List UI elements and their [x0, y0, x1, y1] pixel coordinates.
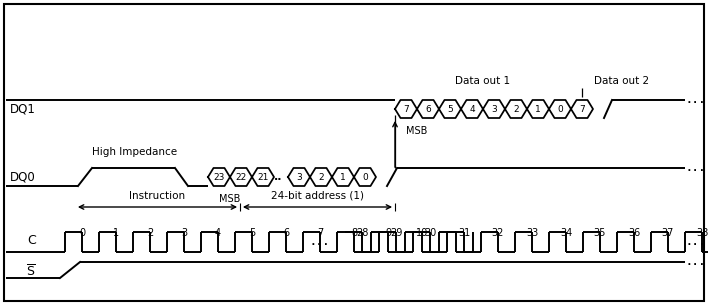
- Text: 0: 0: [79, 228, 85, 238]
- Text: 5: 5: [249, 228, 255, 238]
- Text: 2: 2: [513, 105, 519, 113]
- Text: 2: 2: [318, 173, 324, 181]
- Text: 33: 33: [526, 228, 538, 238]
- Text: Data out 1: Data out 1: [455, 76, 510, 86]
- Text: 3: 3: [491, 105, 497, 113]
- Text: 6: 6: [425, 105, 431, 113]
- Text: 0: 0: [557, 105, 563, 113]
- Text: C: C: [27, 235, 36, 247]
- Text: $\overline{\mathrm{S}}$: $\overline{\mathrm{S}}$: [26, 264, 36, 280]
- Text: MSB: MSB: [406, 126, 428, 136]
- Text: ...: ...: [685, 237, 705, 247]
- Text: 7: 7: [403, 105, 409, 113]
- Text: 35: 35: [594, 228, 606, 238]
- Text: ...: ...: [685, 163, 705, 173]
- Text: ...: ...: [685, 95, 705, 105]
- Text: 6: 6: [283, 228, 289, 238]
- Text: High Impedance: High Impedance: [93, 147, 178, 157]
- Text: 0: 0: [362, 173, 368, 181]
- Text: 36: 36: [628, 228, 640, 238]
- Text: 24-bit address (1): 24-bit address (1): [271, 191, 364, 201]
- Text: 3: 3: [296, 173, 302, 181]
- Text: 21: 21: [257, 173, 269, 181]
- Text: 30: 30: [424, 228, 436, 238]
- Text: 31: 31: [458, 228, 470, 238]
- Text: 9: 9: [385, 228, 391, 238]
- Text: 3: 3: [181, 228, 187, 238]
- Text: 2: 2: [147, 228, 153, 238]
- Text: 37: 37: [662, 228, 674, 238]
- Text: 1: 1: [340, 173, 346, 181]
- Text: ...: ...: [685, 257, 705, 267]
- Text: 4: 4: [215, 228, 221, 238]
- Text: 23: 23: [213, 173, 224, 181]
- Text: 34: 34: [560, 228, 572, 238]
- Text: DQ0: DQ0: [10, 170, 36, 184]
- Text: Data out 2: Data out 2: [595, 76, 649, 86]
- Text: 4: 4: [469, 105, 475, 113]
- Text: ..: ..: [274, 172, 282, 182]
- Text: 28: 28: [356, 228, 368, 238]
- Text: ...: ...: [310, 237, 330, 247]
- Text: 5: 5: [447, 105, 453, 113]
- Text: DQ1: DQ1: [10, 102, 36, 116]
- Text: 1: 1: [535, 105, 541, 113]
- Text: 22: 22: [235, 173, 246, 181]
- Text: Instruction: Instruction: [130, 191, 185, 201]
- Text: 7: 7: [317, 228, 323, 238]
- Text: MSB: MSB: [219, 194, 241, 204]
- Text: 1: 1: [113, 228, 119, 238]
- Text: 8: 8: [351, 228, 357, 238]
- Text: 10: 10: [416, 228, 428, 238]
- Text: 7: 7: [579, 105, 585, 113]
- Text: 29: 29: [390, 228, 402, 238]
- Text: 32: 32: [492, 228, 504, 238]
- Text: 38: 38: [696, 228, 708, 238]
